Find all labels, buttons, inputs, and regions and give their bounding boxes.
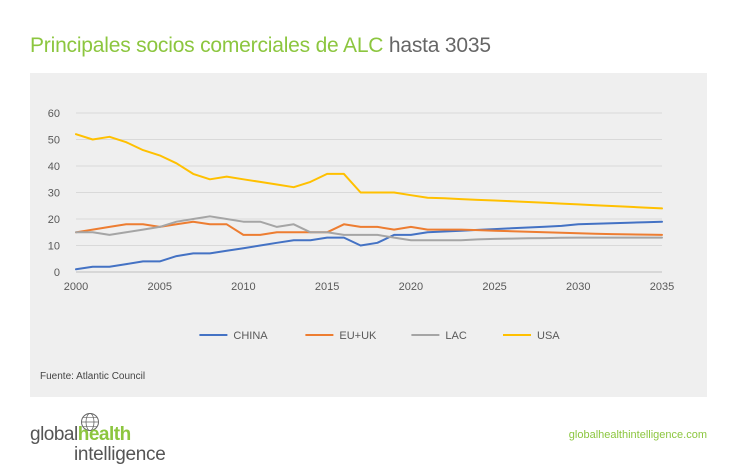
x-tick-label: 2015	[315, 281, 339, 293]
logo-word-health: health	[77, 424, 131, 445]
legend-label-china: CHINA	[233, 330, 268, 342]
y-tick-label: 0	[54, 267, 60, 279]
x-tick-label: 2000	[64, 281, 88, 293]
legend-label-eu-uk: EU+UK	[339, 330, 377, 342]
y-tick-label: 30	[48, 188, 60, 200]
y-tick-label: 20	[48, 214, 60, 226]
y-tick-label: 40	[48, 161, 60, 173]
series-line-china	[75, 220, 663, 271]
x-tick-label: 2010	[231, 281, 255, 293]
chart-panel: 0 10 20 30 40 50 60 2000 2005 2010 2015 2020 2025 203…	[30, 73, 707, 397]
chart-title-suffix: hasta 3035	[383, 34, 491, 57]
y-tick-label: 60	[48, 108, 60, 120]
x-tick-label: 2020	[399, 281, 423, 293]
x-tick-label: 2035	[650, 281, 674, 293]
x-tick-label: 2030	[566, 281, 590, 293]
series-line-usa	[75, 133, 663, 210]
series-line-eu-uk	[75, 220, 663, 236]
chart-title-main: Principales socios comerciales de ALC	[30, 34, 384, 57]
legend-label-lac: LAC	[445, 330, 466, 342]
y-tick-label: 10	[48, 241, 60, 253]
global-health-intelligence-logo: globalhealth intelligence	[30, 410, 200, 470]
website-link[interactable]: globalhealthintelligence.com	[568, 429, 707, 441]
globe-icon	[81, 413, 99, 431]
series-line-lac	[75, 215, 663, 242]
logo-word-intelligence: intelligence	[74, 444, 166, 465]
legend-label-usa: USA	[537, 330, 560, 342]
logo-word-global: global	[30, 424, 78, 445]
y-tick-label: 50	[48, 135, 60, 147]
x-tick-label: 2025	[482, 281, 506, 293]
x-tick-label: 2005	[147, 281, 171, 293]
chart-title: Principales socios comerciales de ALC ha…	[30, 34, 491, 58]
source-note: Fuente: Atlantic Council	[40, 371, 146, 382]
